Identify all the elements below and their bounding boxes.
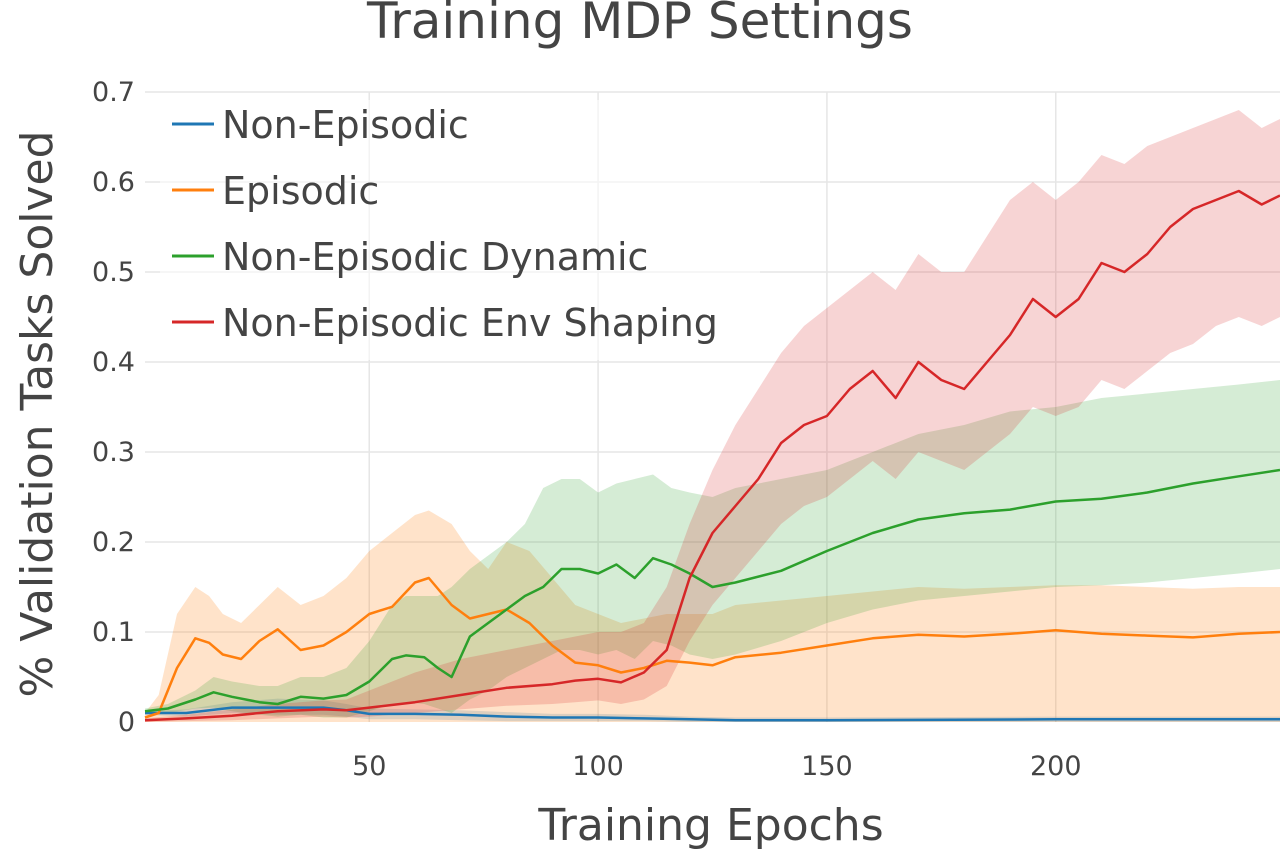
non-episodic-line [145,706,1280,722]
series-lines [144,189,1280,722]
legend-background [160,100,760,360]
confidence-bands [145,110,1280,722]
non-episodic-env-shaping-line [144,189,1280,722]
y-tick-label: 0.3 [92,437,135,468]
x-tick-label: 150 [801,751,853,782]
non-episodic-dynamic-line [144,468,1280,713]
legend-label: Non-Episodic Dynamic [222,235,648,279]
chart-title: Training MDP Settings [366,0,913,50]
y-tick-label: 0 [118,707,135,738]
y-tick-label: 0.7 [92,77,135,108]
episodic-line [144,576,1280,719]
x-tick-label: 200 [1030,751,1082,782]
y-tick-label: 0.2 [92,527,135,558]
y-tick-label: 0.5 [92,257,135,288]
non-episodic-dynamic-band [145,380,1280,718]
non-episodic-env-shaping-band [145,110,1280,722]
y-tick-label: 0.4 [92,347,135,378]
y-tick-label: 0.6 [92,167,135,198]
legend: Non-Episodic Episodic Non-Episodic Dynamic… [160,100,760,360]
x-axis-ticks: 50 100 150 200 [352,751,1081,782]
y-tick-label: 0.1 [92,617,135,648]
episodic-band [145,510,1280,722]
y-axis-title: % Validation Tasks Solved [12,130,63,697]
y-axis-ticks: 0 0.1 0.2 0.3 0.4 0.5 0.6 0.7 [92,77,135,738]
legend-label: Non-Episodic Env Shaping [222,301,718,345]
legend-label: Non-Episodic [222,103,469,147]
x-axis-title: Training Epochs [537,800,883,851]
x-tick-label: 50 [352,751,386,782]
x-tick-label: 100 [572,751,624,782]
legend-label: Episodic [222,169,379,213]
non-episodic-band [145,698,1280,722]
